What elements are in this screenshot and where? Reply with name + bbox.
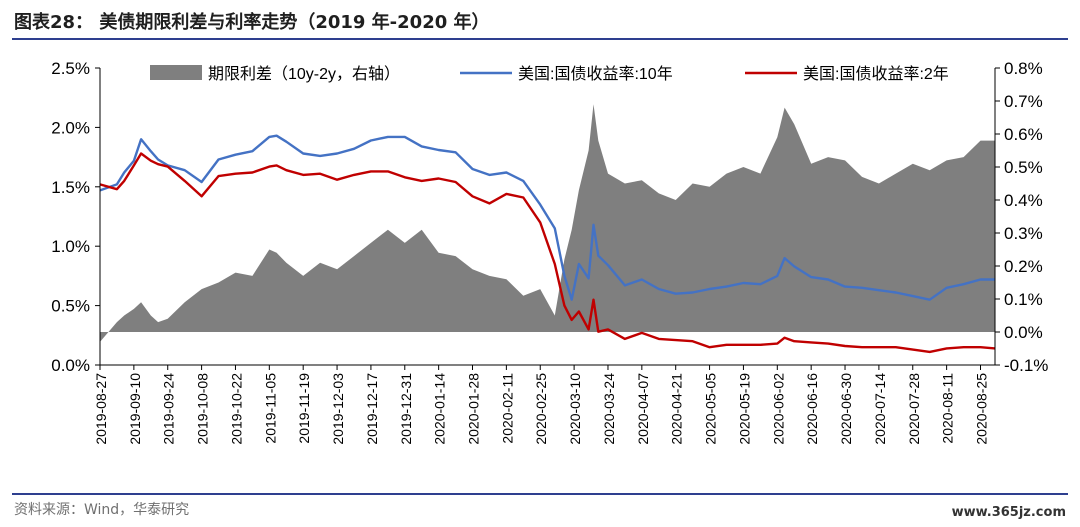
x-tick-label: 2019-12-31 [398, 373, 414, 445]
left-tick-label: 1.0% [51, 237, 90, 256]
legend-label: 期限利差（10y-2y，右轴） [208, 65, 400, 83]
x-tick-label: 2019-12-17 [364, 373, 380, 445]
legend: 期限利差（10y-2y，右轴） 美国:国债收益率:10年 美国:国债收益率:2年 [150, 65, 949, 83]
x-tick-label: 2020-04-07 [635, 373, 651, 445]
x-tick-label: 2020-01-28 [466, 373, 482, 445]
x-tick-label: 2020-05-19 [736, 373, 752, 445]
yield-2y-line [99, 152, 996, 354]
x-tick-label: 2019-09-24 [161, 373, 177, 445]
right-tick-label: 0.8% [1004, 59, 1043, 78]
legend-swatch-spread [150, 65, 202, 80]
x-tick-label: 2019-10-22 [228, 373, 244, 445]
x-tick-label: 2020-03-10 [567, 373, 583, 445]
left-tick-label: 1.5% [51, 178, 90, 197]
source-note: 资料来源：Wind，华泰研究 [14, 502, 190, 518]
footer-divider [12, 493, 1068, 495]
right-tick-label: 0.2% [1004, 257, 1043, 276]
x-tick-label: 2020-08-25 [973, 373, 989, 445]
x-tick-label: 2019-08-27 [93, 373, 109, 445]
right-tick-label: 0.7% [1004, 92, 1043, 111]
left-tick-label: 0.0% [51, 356, 90, 375]
right-tick-label: -0.1% [1004, 356, 1048, 375]
right-tick-label: 0.4% [1004, 191, 1043, 210]
x-tick-label: 2020-07-28 [906, 373, 922, 445]
spread-area [100, 104, 995, 342]
x-tick-label: 2020-01-14 [432, 373, 448, 445]
x-tick-label: 2020-02-11 [499, 373, 515, 444]
page-title: 图表28： 美债期限利差与利率走势（2019 年-2020 年） [14, 12, 490, 33]
x-tick-label: 2020-06-30 [838, 373, 854, 445]
x-tick-label: 2020-08-11 [940, 373, 956, 444]
x-tick-label: 2020-05-05 [703, 373, 719, 445]
x-tick-label: 2019-12-03 [330, 373, 346, 445]
x-tick-label: 2020-03-24 [601, 373, 617, 445]
x-tick-label: 2020-07-14 [872, 373, 888, 445]
x-tick-label: 2020-04-21 [669, 373, 685, 445]
right-tick-label: 0.3% [1004, 224, 1043, 243]
x-tick-label: 2020-06-16 [804, 373, 820, 445]
spread-area-layer [100, 104, 995, 342]
x-tick-label: 2020-06-02 [770, 373, 786, 445]
left-tick-label: 2.5% [51, 59, 90, 78]
x-tick-label: 2020-02-25 [533, 373, 549, 445]
legend-label: 美国:国债收益率:10年 [518, 65, 673, 83]
right-tick-label: 0.5% [1004, 158, 1043, 177]
watermark: www.365jz.com [951, 505, 1066, 520]
legend-label: 美国:国债收益率:2年 [803, 65, 949, 83]
right-tick-label: 0.0% [1004, 323, 1043, 342]
yield-10y-line [99, 134, 995, 301]
right-tick-label: 0.6% [1004, 125, 1043, 144]
yield-line-layer [99, 134, 996, 354]
left-tick-label: 2.0% [51, 118, 90, 137]
x-tick-label: 2019-10-08 [195, 373, 211, 445]
title-divider [12, 38, 1068, 40]
yield-spread-chart: 0.0% 0.5% 1.0% 1.5% 2.0% 2.5% -0.1% 0.0% 0.1% 0.2… [51, 59, 1048, 445]
right-tick-label: 0.1% [1004, 290, 1043, 309]
x-tick-label: 2019-11-19 [296, 373, 312, 444]
x-tick-label: 2019-09-10 [127, 373, 143, 445]
axes: 0.0% 0.5% 1.0% 1.5% 2.0% 2.5% -0.1% 0.0% 0.1% 0.2… [51, 59, 1048, 445]
left-tick-label: 0.5% [51, 297, 90, 316]
x-tick-label: 2019-11-05 [262, 373, 278, 444]
